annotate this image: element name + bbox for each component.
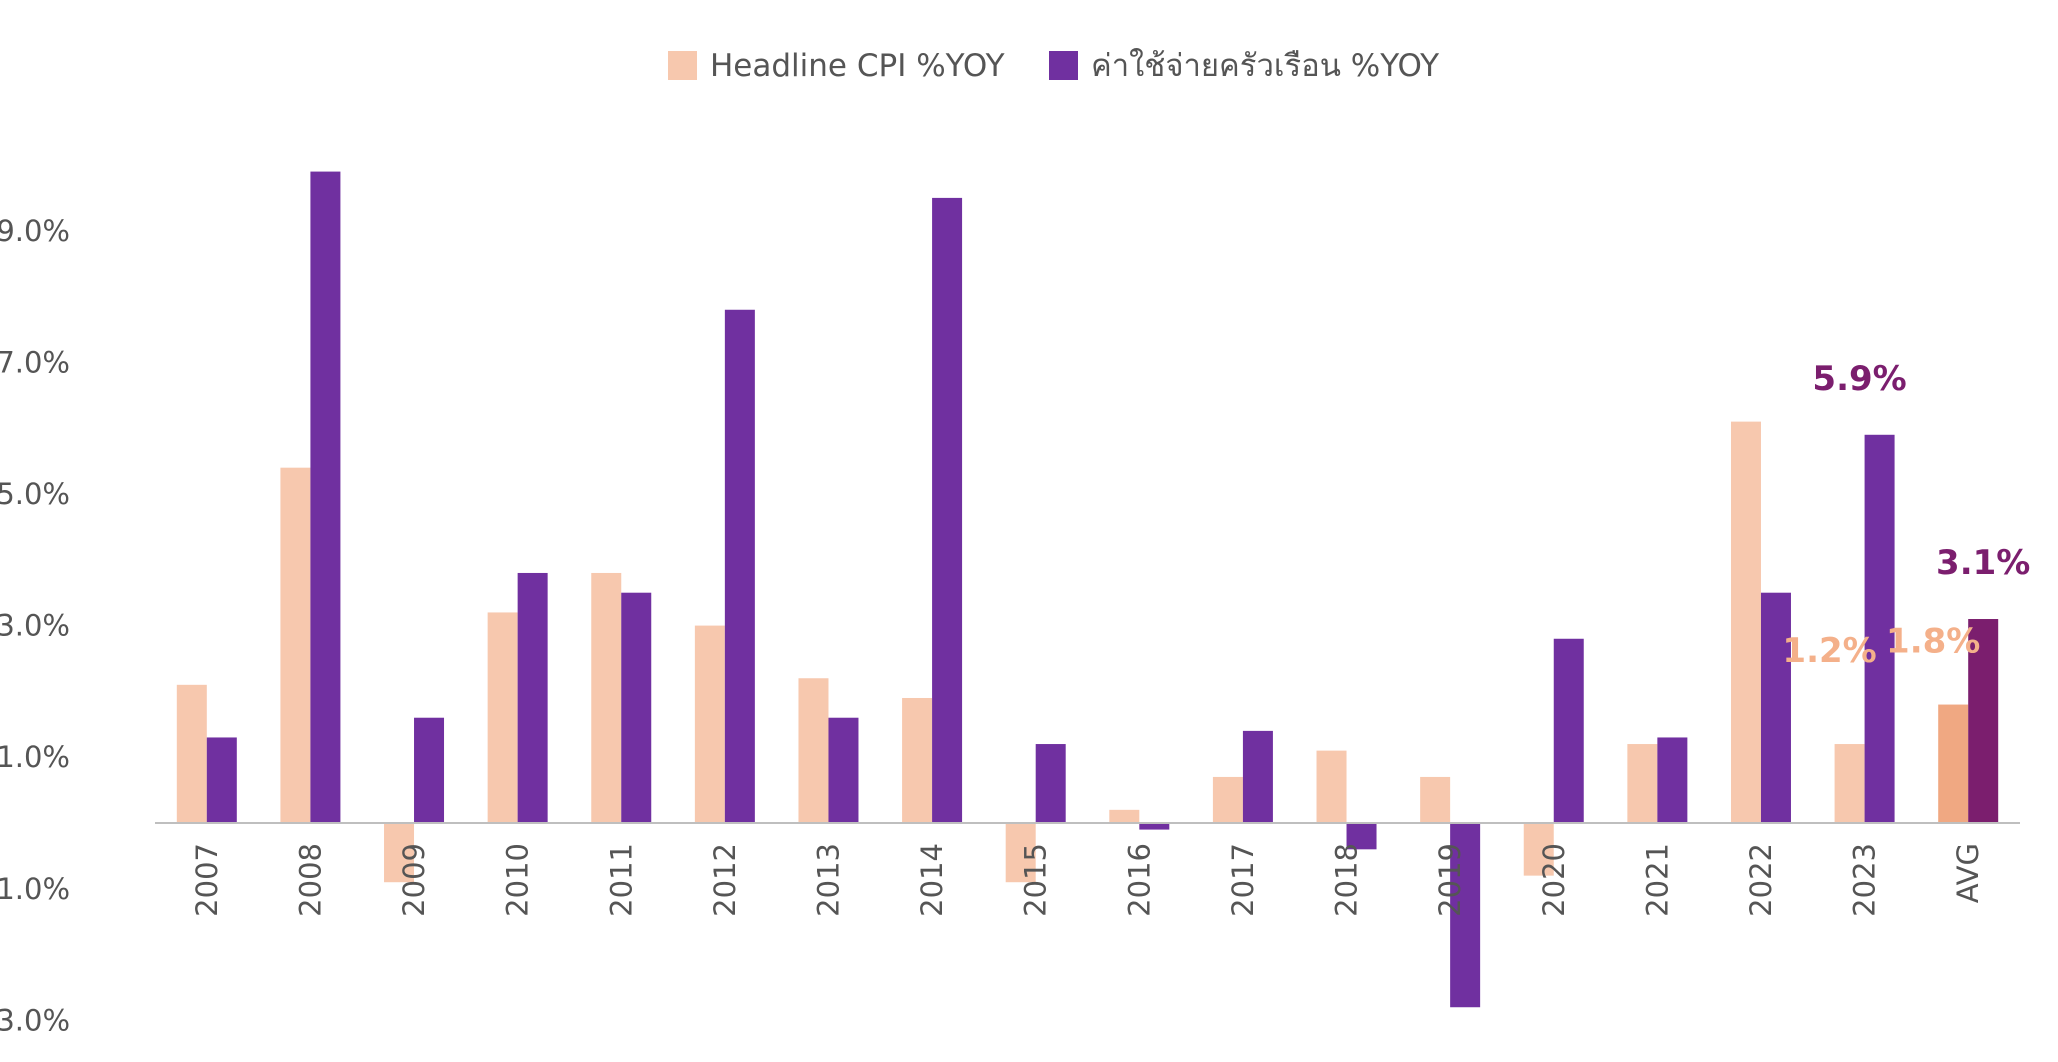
x-tick-label-2012: 2012	[708, 843, 742, 917]
y-tick-label: -1.0%	[0, 872, 70, 906]
x-axis: 2007 2008 2009 2010 2011 2012 2013 2014 2015 2016…	[190, 843, 1985, 917]
bar-2008-series-0	[280, 467, 311, 823]
bar-2011-series-0	[591, 572, 622, 823]
x-tick-label-AVG: AVG	[1951, 843, 1985, 903]
annotation-label-1: 1.2%	[1782, 631, 1876, 671]
y-tick-label: 7.0%	[0, 345, 70, 379]
bar-2014-series-1	[932, 197, 963, 823]
bar-2015-series-1	[1035, 744, 1066, 823]
bar-2023-series-0	[1834, 744, 1865, 823]
bar-2010-series-1	[517, 572, 548, 823]
x-tick-label-2007: 2007	[190, 843, 224, 917]
y-tick-label: 3.0%	[0, 609, 70, 643]
legend-label-0: Headline CPI %YOY	[710, 48, 1005, 84]
x-tick-label-2009: 2009	[397, 843, 431, 917]
y-tick-label: 5.0%	[0, 477, 70, 511]
x-tick-label-2021: 2021	[1640, 843, 1674, 917]
bar-2013-series-0	[798, 678, 829, 823]
bar-2014-series-0	[902, 697, 933, 823]
bar-AVG-series-1	[1968, 619, 1999, 823]
x-tick-label-2016: 2016	[1122, 843, 1156, 917]
bar-2009-series-1	[414, 717, 445, 823]
bar-2007-series-0	[176, 684, 207, 823]
bar-2009-series-0	[384, 823, 415, 883]
x-tick-label-2008: 2008	[293, 843, 327, 917]
bar-AVG-series-0	[1938, 704, 1969, 823]
bar-2018-series-1	[1346, 823, 1377, 850]
bar-2016-series-0	[1109, 809, 1140, 823]
bar-2015-series-0	[1005, 823, 1036, 883]
x-tick-label-2015: 2015	[1019, 843, 1053, 917]
bar-2021-series-1	[1657, 737, 1688, 823]
bar-2012-series-1	[724, 309, 755, 823]
annotation-label-3: 1.8%	[1886, 622, 1980, 662]
x-tick-label-2011: 2011	[604, 843, 638, 917]
x-tick-label-2013: 2013	[811, 843, 845, 917]
y-axis: 9.0% 7.0% 5.0% 3.0% 1.0% -1.0% -3.0%	[0, 214, 70, 1038]
legend-swatch-0	[668, 51, 697, 80]
x-tick-label-2014: 2014	[915, 843, 949, 917]
bars	[176, 171, 1999, 1008]
bar-2017-series-0	[1212, 776, 1243, 823]
bar-2021-series-0	[1627, 744, 1658, 823]
bar-2018-series-0	[1316, 750, 1347, 823]
x-tick-label-2023: 2023	[1848, 843, 1882, 917]
y-tick-label: -3.0%	[0, 1003, 70, 1037]
bar-2023-series-1	[1864, 434, 1895, 823]
bar-2022-series-1	[1760, 592, 1791, 823]
bar-2010-series-0	[487, 612, 518, 823]
x-tick-label-2019: 2019	[1433, 843, 1467, 917]
legend-swatch-1	[1049, 51, 1078, 80]
annotation-label-2: 3.1%	[1936, 543, 2030, 583]
legend: Headline CPI %YOY ค่าใช้จ่ายครัวเรือน %YO…	[668, 48, 1439, 84]
bar-2016-series-1	[1139, 823, 1170, 830]
annotation-label-0: 5.9%	[1812, 359, 1906, 399]
bar-2020-series-0	[1523, 823, 1554, 876]
annotations: 5.9% 1.2% 3.1% 1.8%	[1782, 359, 2030, 671]
bar-2017-series-1	[1242, 730, 1273, 823]
bar-2007-series-1	[206, 737, 237, 823]
x-tick-label-2018: 2018	[1330, 843, 1364, 917]
x-tick-label-2010: 2010	[501, 843, 535, 917]
bar-2020-series-1	[1553, 638, 1584, 823]
bar-2013-series-1	[828, 717, 859, 823]
bar-2019-series-0	[1420, 776, 1451, 823]
x-tick-label-2017: 2017	[1226, 843, 1260, 917]
bar-2008-series-1	[310, 171, 341, 823]
y-tick-label: 9.0%	[0, 214, 70, 248]
legend-label-1: ค่าใช้จ่ายครัวเรือน %YOY	[1091, 48, 1439, 84]
bar-2012-series-0	[694, 625, 725, 823]
bar-2022-series-0	[1730, 421, 1761, 823]
y-tick-label: 1.0%	[0, 740, 70, 774]
x-tick-label-2020: 2020	[1537, 843, 1571, 917]
bar-2019-series-1	[1450, 823, 1481, 1008]
bar-2011-series-1	[621, 592, 652, 823]
x-tick-label-2022: 2022	[1744, 843, 1778, 917]
